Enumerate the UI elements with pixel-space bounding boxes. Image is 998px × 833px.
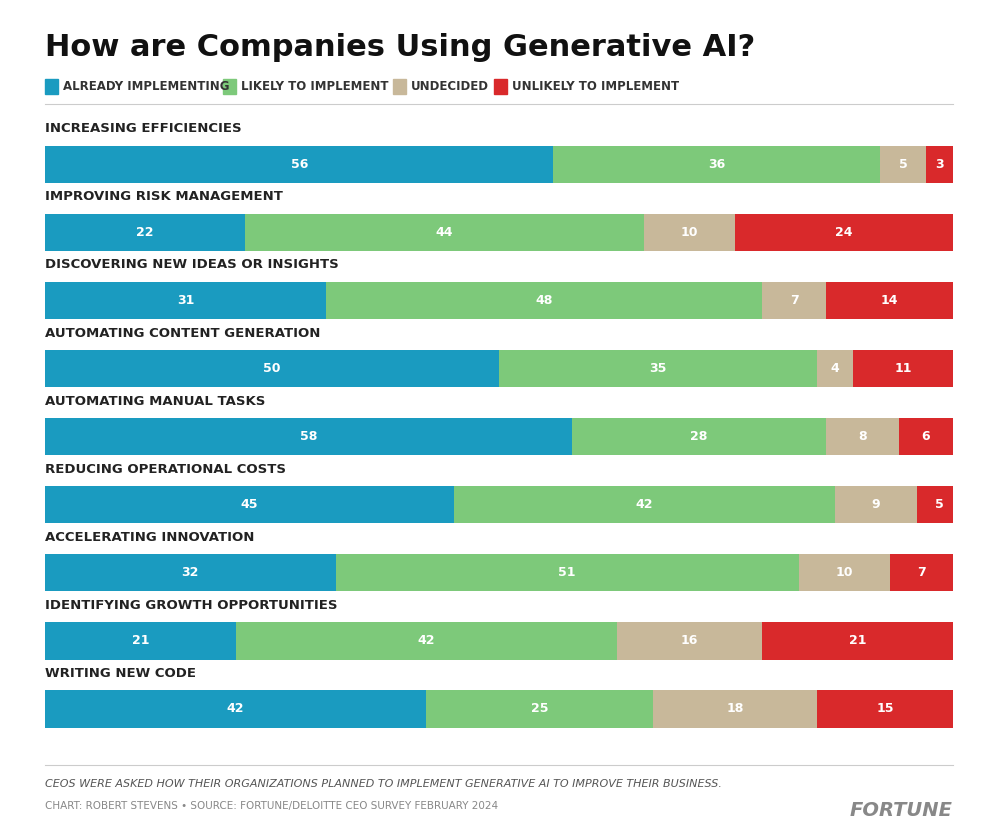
Bar (826, 418, 898, 456)
Bar (45, 350, 499, 387)
Text: 21: 21 (132, 634, 149, 647)
Bar (45, 554, 335, 591)
Text: 42: 42 (636, 498, 653, 511)
Bar (335, 554, 798, 591)
Text: 7: 7 (789, 294, 798, 307)
Bar (45, 418, 572, 456)
Text: 31: 31 (177, 294, 195, 307)
Text: 50: 50 (263, 362, 280, 375)
Bar (45, 622, 236, 660)
Bar (453, 486, 835, 523)
Bar (762, 282, 826, 319)
Bar (326, 282, 762, 319)
Bar (736, 213, 953, 251)
Bar (572, 418, 826, 456)
Bar (816, 690, 953, 727)
Text: 8: 8 (858, 430, 866, 443)
Text: ACCELERATING INNOVATION: ACCELERATING INNOVATION (45, 531, 254, 544)
Text: 22: 22 (136, 226, 154, 239)
Text: 32: 32 (182, 566, 199, 579)
Text: INCREASING EFFICIENCIES: INCREASING EFFICIENCIES (45, 122, 242, 135)
Text: 10: 10 (681, 226, 699, 239)
Text: 21: 21 (849, 634, 866, 647)
Bar (554, 146, 880, 183)
Bar (816, 350, 853, 387)
Bar (499, 350, 816, 387)
Text: DISCOVERING NEW IDEAS OR INSIGHTS: DISCOVERING NEW IDEAS OR INSIGHTS (45, 258, 338, 272)
Text: CHART: ROBERT STEVENS • SOURCE: FORTUNE/DELOITTE CEO SURVEY FEBRUARY 2024: CHART: ROBERT STEVENS • SOURCE: FORTUNE/… (45, 801, 498, 811)
Text: 7: 7 (917, 566, 926, 579)
Text: 5: 5 (935, 498, 944, 511)
Text: LIKELY TO IMPLEMENT: LIKELY TO IMPLEMENT (241, 80, 388, 93)
Text: 18: 18 (727, 702, 744, 716)
Bar (45, 213, 245, 251)
Bar (45, 486, 453, 523)
Bar (853, 350, 953, 387)
Text: CEOS WERE ASKED HOW THEIR ORGANIZATIONS PLANNED TO IMPLEMENT GENERATIVE AI TO IM: CEOS WERE ASKED HOW THEIR ORGANIZATIONS … (45, 779, 722, 789)
Bar (245, 213, 645, 251)
Text: How are Companies Using Generative AI?: How are Companies Using Generative AI? (45, 33, 755, 62)
Bar (645, 213, 736, 251)
Bar (880, 146, 926, 183)
Text: 28: 28 (690, 430, 708, 443)
Text: AUTOMATING CONTENT GENERATION: AUTOMATING CONTENT GENERATION (45, 327, 320, 340)
Text: UNLIKELY TO IMPLEMENT: UNLIKELY TO IMPLEMENT (512, 80, 679, 93)
Text: 9: 9 (871, 498, 880, 511)
Bar (898, 418, 953, 456)
Bar (762, 622, 953, 660)
Text: 45: 45 (241, 498, 258, 511)
Bar (826, 282, 953, 319)
Bar (835, 486, 917, 523)
Text: 51: 51 (558, 566, 576, 579)
Text: REDUCING OPERATIONAL COSTS: REDUCING OPERATIONAL COSTS (45, 462, 285, 476)
Bar (798, 554, 889, 591)
Text: IMPROVING RISK MANAGEMENT: IMPROVING RISK MANAGEMENT (45, 191, 282, 203)
Text: WRITING NEW CODE: WRITING NEW CODE (45, 667, 196, 680)
Text: 42: 42 (417, 634, 435, 647)
Bar (617, 622, 762, 660)
Text: 44: 44 (436, 226, 453, 239)
Text: 48: 48 (536, 294, 553, 307)
Text: UNDECIDED: UNDECIDED (411, 80, 489, 93)
Text: 35: 35 (650, 362, 667, 375)
Text: IDENTIFYING GROWTH OPPORTUNITIES: IDENTIFYING GROWTH OPPORTUNITIES (45, 599, 337, 612)
Text: 15: 15 (876, 702, 894, 716)
Text: 11: 11 (894, 362, 912, 375)
Text: 5: 5 (899, 157, 907, 171)
Bar (236, 622, 617, 660)
Text: ALREADY IMPLEMENTING: ALREADY IMPLEMENTING (63, 80, 230, 93)
Text: 4: 4 (830, 362, 839, 375)
Bar (917, 486, 962, 523)
Text: FORTUNE: FORTUNE (850, 801, 953, 821)
Text: AUTOMATING MANUAL TASKS: AUTOMATING MANUAL TASKS (45, 395, 265, 407)
Text: 16: 16 (681, 634, 699, 647)
Bar (45, 146, 554, 183)
Text: 56: 56 (290, 157, 308, 171)
Bar (45, 282, 326, 319)
Bar (654, 690, 816, 727)
Text: 14: 14 (881, 294, 898, 307)
Text: 36: 36 (709, 157, 726, 171)
Text: 25: 25 (531, 702, 549, 716)
Text: 42: 42 (227, 702, 245, 716)
Text: 6: 6 (921, 430, 930, 443)
Text: 24: 24 (835, 226, 853, 239)
Text: 10: 10 (835, 566, 853, 579)
Bar (426, 690, 654, 727)
Bar (889, 554, 953, 591)
Text: 58: 58 (299, 430, 317, 443)
Text: 3: 3 (935, 157, 944, 171)
Bar (926, 146, 953, 183)
Bar (45, 690, 426, 727)
